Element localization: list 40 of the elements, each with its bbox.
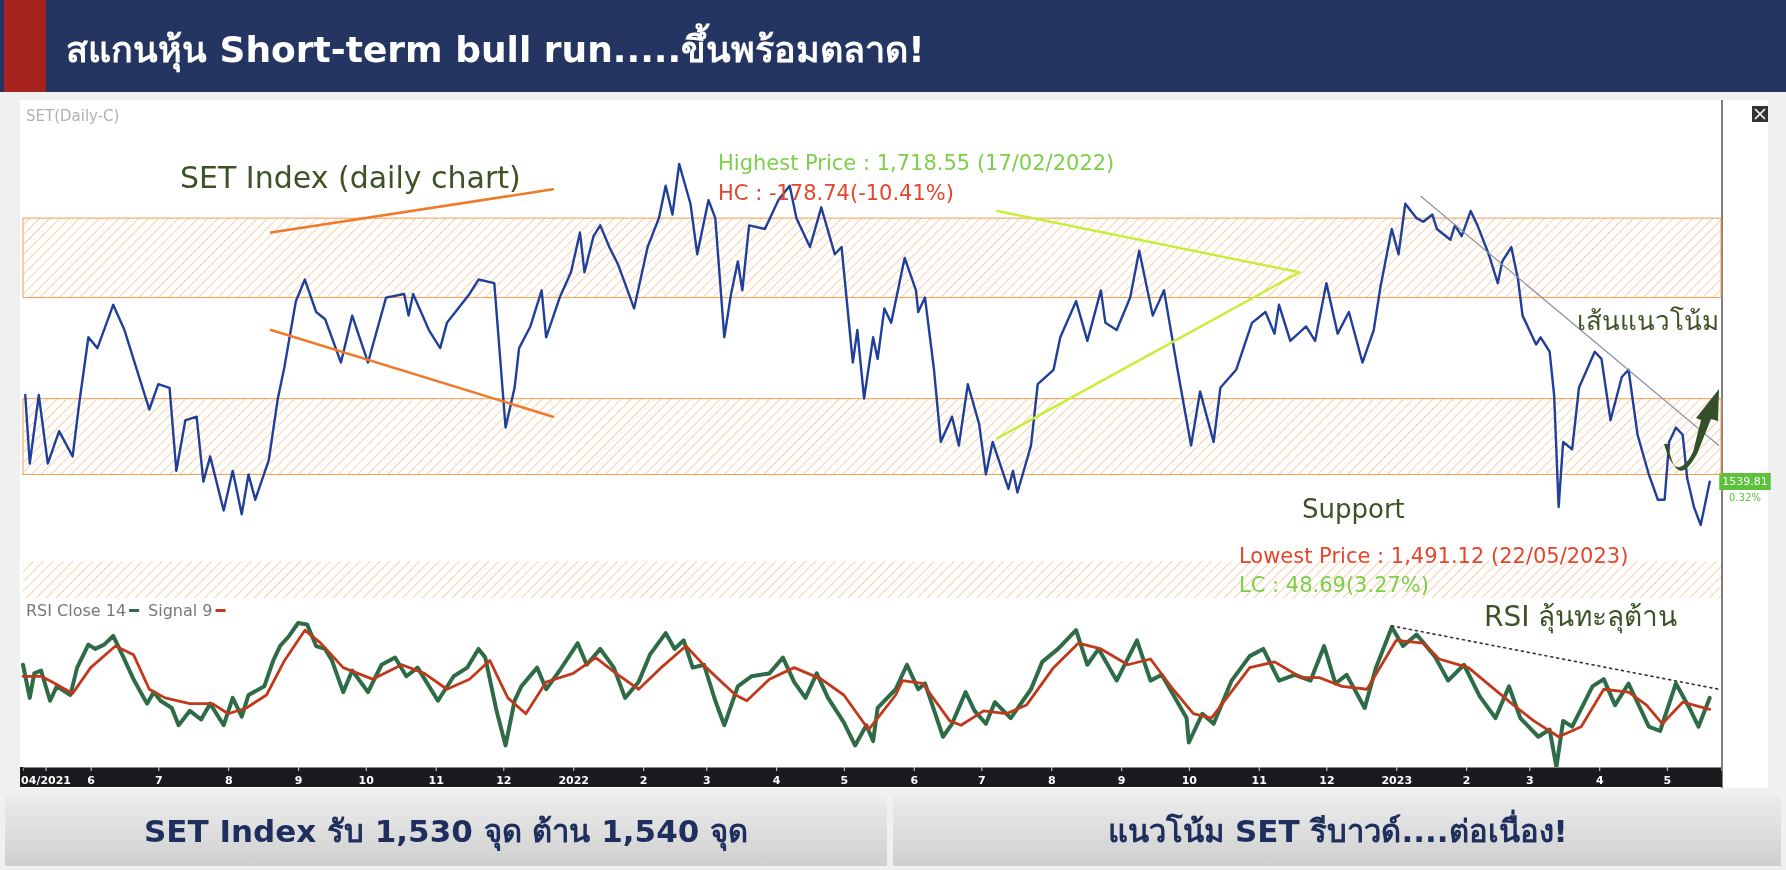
x-tick-label: 2	[639, 773, 648, 787]
text: 0.32%	[1729, 492, 1761, 503]
x-tick-label: 3	[1526, 773, 1534, 787]
legend-label: Signal 9	[148, 601, 213, 620]
x-tick-label: 5	[840, 773, 849, 787]
x-tick-label: 8	[1047, 773, 1056, 787]
text: แนวโน้ม SET รีบาวด์....ต่อเนื่อง!	[1108, 809, 1568, 849]
x-tick-label: 10	[1181, 773, 1198, 787]
x-tick-label: 11	[1251, 773, 1267, 787]
x-tick-label: 2022	[558, 773, 590, 787]
chart-title: สแกนหุ้น Short-term bull run.....ขึ้นพร้อมตลาด!	[66, 23, 925, 73]
x-tick-label: 12	[496, 773, 512, 787]
annotation: Highest Price : 1,718.55 (17/02/2022)	[718, 151, 1115, 175]
x-tick-label: 2023	[1381, 773, 1413, 787]
text: SET Index รับ 1,530 จุด ต้าน 1,540 จุด	[143, 813, 749, 851]
x-tick-label: 12	[1319, 773, 1335, 787]
x-tick-label: 7	[154, 773, 163, 787]
x-tick-label: 7	[978, 773, 986, 787]
annotation: เส้นแนวโน้ม	[1577, 306, 1719, 336]
x-tick-label: 3	[702, 773, 711, 787]
text: Lowest Price : 1,491.12 (22/05/2023)	[1239, 544, 1629, 568]
x-tick-label: 11	[428, 773, 444, 787]
annotation: RSI ลุ้นทะลุต้าน	[1484, 600, 1678, 634]
legend-label: RSI Close 14	[26, 601, 127, 620]
x-tick-label: 9	[294, 773, 303, 787]
x-tick-label: 9	[1117, 773, 1126, 787]
annotation: SET Index (daily chart)	[180, 160, 521, 195]
x-tick-label: 4	[1595, 773, 1604, 787]
text: SET(Daily-C)	[26, 107, 120, 125]
text: 1539.81	[1722, 475, 1768, 488]
annotation: Support	[1302, 494, 1405, 524]
x-tick-label: 4	[772, 773, 781, 787]
x-tick-label: 10	[358, 773, 375, 787]
text: LC : 48.69(3.27%)	[1239, 573, 1430, 597]
x-tick-label: 6	[910, 773, 919, 787]
x-tick-label: 2	[1462, 773, 1471, 787]
x-tick-label: 04/2021	[21, 773, 72, 787]
x-tick-label: 6	[87, 773, 96, 787]
x-tick-label: 8	[224, 773, 233, 787]
x-tick-label: 5	[1663, 773, 1672, 787]
